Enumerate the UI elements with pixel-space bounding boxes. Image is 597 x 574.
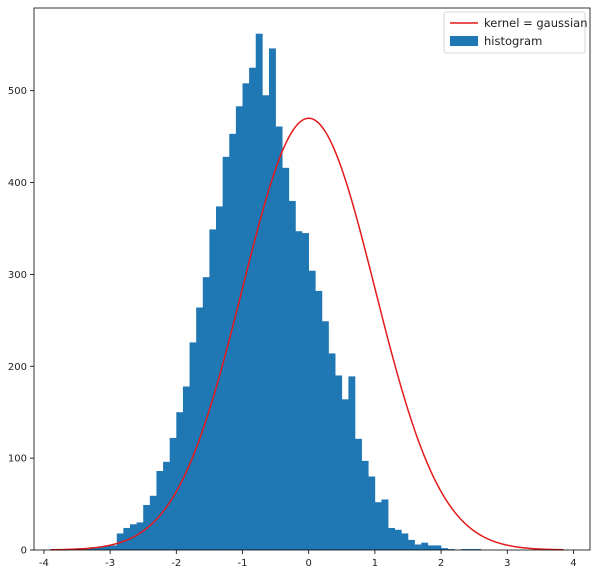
histogram-bar (321, 321, 329, 550)
histogram-bar (341, 399, 349, 550)
x-tick-label: 4 (570, 558, 576, 569)
histogram-bar (90, 547, 98, 550)
x-tick-label: -3 (105, 558, 115, 569)
histogram-bar (262, 95, 270, 551)
histogram-bar (282, 167, 290, 550)
kde-curve (50, 117, 564, 551)
histogram-bar (447, 549, 455, 550)
histogram-bar (434, 545, 442, 550)
histogram-bar (328, 353, 336, 550)
x-tick-label: 1 (372, 558, 378, 569)
histogram-bar (96, 547, 104, 550)
histogram-bar (441, 548, 448, 550)
histogram-bar (288, 200, 296, 551)
y-tick-label: 500 (8, 86, 27, 97)
histogram-bar (202, 277, 210, 550)
histogram-bar (388, 527, 396, 550)
histogram-bar (460, 549, 468, 550)
histogram-bar (110, 545, 118, 550)
histogram-bar (407, 539, 415, 550)
histogram-bar (169, 437, 177, 550)
plot-frame (33, 7, 591, 551)
x-tick-label: 3 (504, 558, 510, 569)
histogram-bar (176, 412, 184, 550)
legend-kde-label: kernel = gaussian (484, 16, 588, 30)
x-axis-ticks: -4 -3 -2 -1 0 1 2 3 4 (39, 550, 577, 569)
histogram-bar (295, 231, 303, 551)
legend: kernel = gaussian histogram (443, 11, 588, 54)
histogram-bar (189, 342, 197, 550)
histogram-bar (275, 126, 283, 550)
x-tick-label: -1 (238, 558, 248, 569)
y-tick-label: 0 (21, 546, 27, 557)
histogram-bar (361, 460, 369, 550)
histogram-bar (136, 522, 144, 550)
y-tick-label: 400 (8, 178, 27, 189)
x-tick-label: 2 (438, 558, 444, 569)
histogram-bar (368, 476, 376, 550)
y-tick-label: 100 (8, 454, 27, 465)
histogram-bar (467, 549, 475, 550)
x-tick-label: -4 (39, 558, 49, 569)
y-tick-label: 300 (8, 270, 27, 281)
histogram-bar (103, 545, 111, 550)
histogram-bar (182, 386, 190, 550)
histogram-bar (381, 499, 389, 550)
histogram-bar (196, 307, 204, 550)
histogram-bar (209, 229, 217, 550)
histogram-bar (348, 376, 356, 550)
y-axis-ticks: 0 100 200 300 400 500 (8, 86, 34, 557)
histogram-bar (355, 438, 362, 550)
histogram-bar (302, 233, 309, 550)
histogram-bar (242, 83, 250, 550)
histogram-bar (123, 527, 131, 550)
x-tick-label: -2 (171, 558, 181, 569)
histogram-bar (308, 270, 316, 550)
histogram-bar (401, 533, 409, 550)
legend-histogram-swatch (450, 36, 478, 46)
histogram-bar (229, 133, 237, 550)
histogram-bar (414, 544, 422, 550)
histogram-bar (268, 48, 276, 551)
histogram-bar (394, 529, 402, 550)
histogram-bar (474, 549, 482, 550)
y-tick-label: 200 (8, 362, 27, 373)
histogram-bars (50, 33, 482, 551)
x-tick-label: 0 (306, 558, 312, 569)
histogram-bar (249, 67, 257, 551)
histogram-bar (335, 375, 343, 550)
histogram-bar (255, 33, 263, 551)
histogram-bar (427, 545, 435, 550)
histogram-bar (156, 471, 164, 550)
legend-histogram-label: histogram (484, 34, 542, 48)
legend-box (443, 11, 586, 54)
histogram-bar (235, 106, 243, 550)
histogram-bar (374, 502, 382, 550)
histogram-bar (421, 542, 429, 550)
histogram-bar (315, 290, 323, 550)
